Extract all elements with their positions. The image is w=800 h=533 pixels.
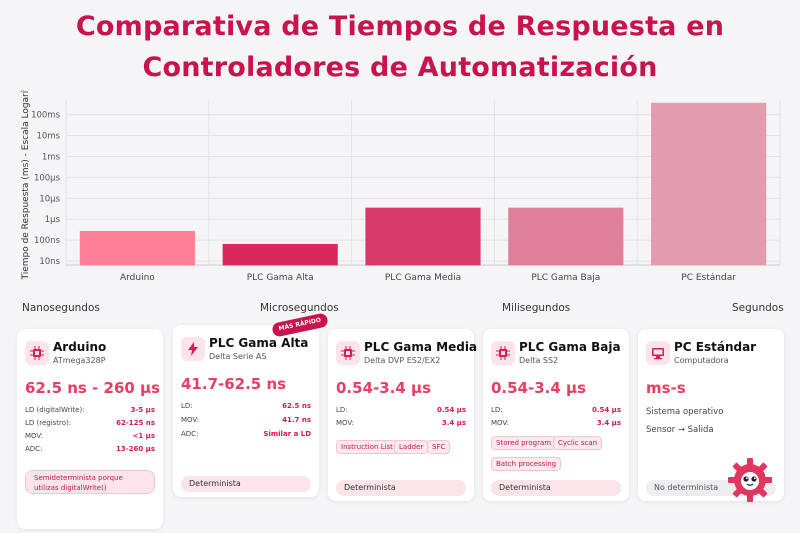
monitor-icon [646, 341, 670, 365]
card-plc-gama-baja: PLC Gama Baja Delta SS2 0.54-3.4 μs LD: 0… [483, 329, 629, 501]
spec-row: LD (digitalWrite): 3-5 μs [25, 406, 155, 414]
info-line: Sensor → Salida [646, 425, 714, 435]
determinism-badge: Determinista [491, 480, 621, 496]
card-subtitle: Delta DVP ES2/EX2 [364, 356, 441, 365]
x-tick-label: PLC Gama Media [385, 273, 461, 283]
card-range: ms-s [646, 379, 686, 397]
card-plc-gama-media: PLC Gama Media Delta DVP ES2/EX2 0.54-3.… [328, 329, 478, 501]
card-plc-gama-alta: PLC Gama Alta Delta Serie AS 41.7-62.5 n… [173, 325, 319, 497]
bar-plc-gama-media [365, 207, 481, 266]
gear-mascot-icon [728, 458, 772, 502]
y-axis-label: Tiempo de Respuesta (ms) - Escala Logarí… [21, 90, 31, 281]
tag: Ladder [394, 440, 429, 454]
bar-plc-gama-alta [222, 243, 338, 266]
scale-label-milliseconds: Milisegundos [502, 302, 571, 314]
card-range: 0.54-3.4 μs [491, 379, 586, 397]
x-tick-label: PLC Gama Baja [531, 273, 600, 283]
y-tick-label: 100ms [31, 111, 61, 121]
spec-row: MOV: 41.7 ns [181, 416, 311, 424]
y-tick-label: 1μs [45, 215, 61, 225]
bar-arduino [79, 230, 196, 266]
chip-icon [25, 341, 49, 365]
card-subtitle: Computadora [674, 356, 729, 365]
spec-row: MOV: <1 μs [25, 432, 155, 440]
spec-row: ADC: 13-260 μs [25, 445, 155, 453]
card-title: PC Estándar [674, 340, 757, 354]
scale-label-microseconds: Microsegundos [260, 302, 339, 314]
scale-label-seconds: Segundos [732, 302, 784, 314]
bar-plc-gama-baja [508, 207, 624, 266]
spec-row: MOV: 3.4 μs [491, 419, 621, 427]
tag: Stored program [491, 436, 557, 450]
card-range: 62.5 ns - 260 μs [25, 379, 161, 397]
card-arduino: Arduino ATmega328P 62.5 ns - 260 μs LD (… [17, 329, 163, 529]
spec-row: ADC: Similar a LD [181, 430, 311, 438]
bolt-icon [181, 337, 205, 361]
determinism-badge: Determinista [336, 480, 466, 496]
y-tick-label: 10μs [39, 194, 60, 204]
tag: Cyclic scan [553, 436, 603, 450]
determinism-badge: Determinista [181, 476, 311, 492]
spec-row: LD (registro): 62-125 ns [25, 419, 155, 427]
x-tick-label: PLC Gama Alta [247, 273, 314, 283]
card-title: PLC Gama Media [364, 340, 478, 354]
tag: Batch processing [491, 457, 562, 471]
x-tick-label: Arduino [120, 273, 155, 283]
info-line: Sistema operativo [646, 407, 724, 417]
y-tick-label: 10ns [39, 257, 60, 267]
chip-icon [336, 341, 360, 365]
bar-pc-estándar [650, 102, 767, 266]
card-title: Arduino [53, 340, 107, 354]
scale-label-nanoseconds: Nanosegundos [22, 302, 100, 314]
determinism-badge: Semideterminista porque utilizas digital… [25, 470, 155, 494]
spec-row: LD: 62.5 ns [181, 402, 311, 410]
y-tick-label: 10ms [36, 132, 60, 142]
page-title: Comparativa de Tiempos de Respuesta en C… [75, 11, 725, 83]
y-tick-label: 1ms [42, 152, 61, 162]
y-tick-label: 100ns [34, 236, 61, 246]
tag: Instruction List [336, 440, 398, 454]
spec-row: LD: 0.54 μs [336, 406, 466, 414]
card-subtitle: Delta Serie AS [209, 352, 267, 361]
response-time-chart: 10ns 100ns 1μs 10μs 100μs 1ms 10ms 100ms Arduino… [21, 90, 781, 283]
card-subtitle: ATmega328P [53, 356, 106, 365]
card-range: 41.7-62.5 ns [181, 375, 287, 393]
y-tick-label: 100μs [34, 173, 61, 183]
card-title: PLC Gama Alta [209, 336, 309, 350]
x-tick-label: PC Estándar [681, 273, 736, 283]
spec-row: MOV: 3.4 μs [336, 419, 466, 427]
card-subtitle: Delta SS2 [519, 356, 559, 365]
card-range: 0.54-3.4 μs [336, 379, 431, 397]
spec-row: LD: 0.54 μs [491, 406, 621, 414]
card-title: PLC Gama Baja [519, 340, 621, 354]
tag: SFC [427, 440, 451, 454]
chip-icon [491, 341, 515, 365]
